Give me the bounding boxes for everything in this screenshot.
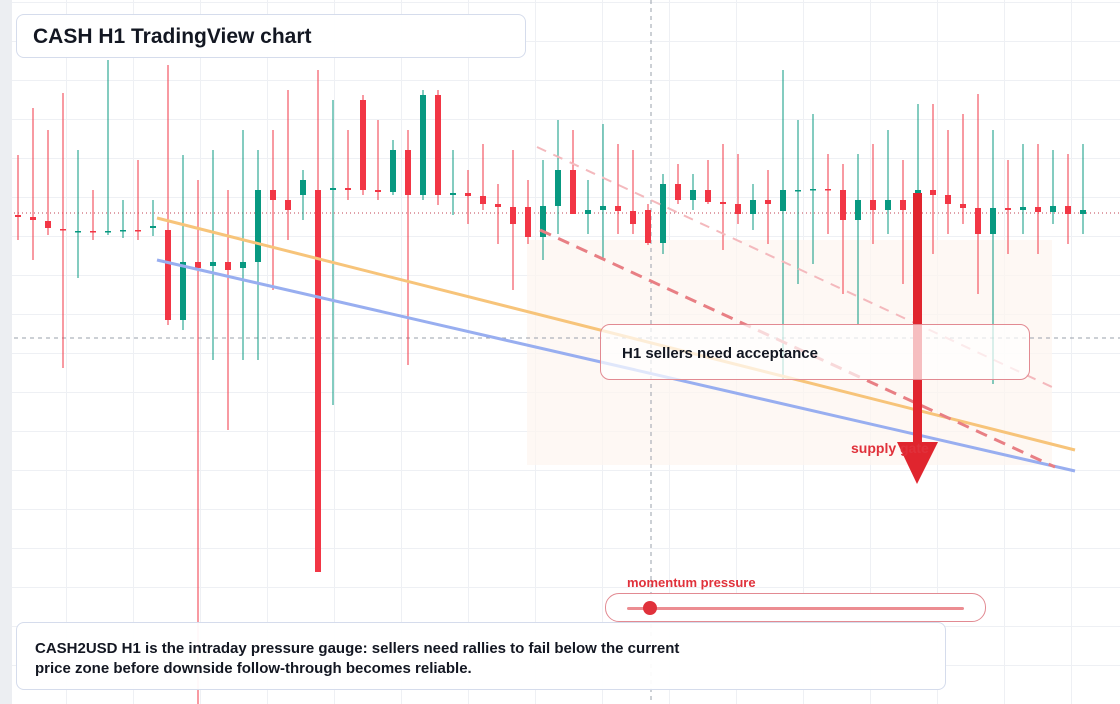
arrow-shaft — [913, 193, 922, 443]
chart-title: CASH H1 TradingView chart — [33, 25, 312, 48]
candle-body — [75, 231, 81, 233]
candle-body — [30, 217, 36, 220]
candle-body — [840, 190, 846, 220]
candle-body — [750, 200, 756, 214]
candle-body — [675, 184, 681, 200]
candle-body — [180, 262, 186, 320]
candle-body — [705, 190, 711, 202]
candle-body — [555, 170, 561, 206]
candle-body — [210, 262, 216, 266]
candle-body — [345, 188, 351, 190]
candle-body — [945, 195, 951, 204]
candle-body — [900, 200, 906, 210]
candle-body — [495, 204, 501, 207]
candle-body — [1020, 207, 1026, 210]
candle-body — [150, 226, 156, 228]
candle-body — [285, 200, 291, 210]
candle-body — [1080, 210, 1086, 214]
candle-body — [375, 190, 381, 192]
gauge — [605, 593, 986, 622]
candle-body — [885, 200, 891, 210]
candle-body — [1005, 208, 1011, 210]
candle-body — [390, 150, 396, 192]
candle-body — [165, 230, 171, 320]
title-panel: CASH H1 TradingView chart — [16, 14, 526, 58]
candle-body — [105, 231, 111, 233]
candle-body — [450, 193, 456, 195]
candle-body — [765, 200, 771, 204]
candle-body — [870, 200, 876, 210]
candle-body — [330, 188, 336, 190]
candle-body — [930, 190, 936, 195]
candle-body — [570, 170, 576, 214]
candle-body — [990, 208, 996, 234]
candle-body — [510, 207, 516, 224]
candle-body — [720, 202, 726, 204]
candle-body — [90, 231, 96, 233]
annotation-panel: H1 sellers need acceptance — [600, 324, 1030, 380]
candle-body — [240, 262, 246, 268]
candle-body — [645, 210, 651, 243]
candle-body — [540, 206, 546, 237]
candle-body — [855, 200, 861, 220]
arrow-head — [897, 442, 938, 484]
candle-body — [60, 229, 66, 231]
candle-body — [660, 184, 666, 243]
annotation: H1 sellers need acceptance — [622, 345, 818, 362]
candle-body — [825, 189, 831, 191]
candle-body — [975, 208, 981, 234]
candle-body — [690, 190, 696, 200]
gauge-label: momentum pressure — [627, 575, 756, 590]
annotation: supply gate — [851, 440, 929, 456]
candle-body — [525, 207, 531, 237]
left-edge — [0, 0, 12, 704]
candle-body — [810, 189, 816, 191]
caption: CASH2USD H1 is the intraday pressure gau… — [35, 640, 680, 677]
candle-body — [135, 230, 141, 232]
candle-body — [960, 204, 966, 208]
gauge-track — [627, 607, 964, 610]
candle-body — [435, 95, 441, 195]
candle-body — [615, 206, 621, 211]
candles — [15, 60, 1086, 704]
candle-body — [480, 196, 486, 204]
candle-body — [405, 150, 411, 195]
candle-body — [360, 100, 366, 190]
gauge-knob — [643, 601, 657, 615]
candle-body — [1065, 206, 1071, 214]
candle-body — [420, 95, 426, 195]
candle-body — [735, 204, 741, 214]
candle-body — [630, 211, 636, 224]
caption-panel: CASH2USD H1 is the intraday pressure gau… — [16, 622, 946, 690]
candle-body — [300, 180, 306, 195]
candle-body — [45, 221, 51, 228]
candle-body — [15, 215, 21, 217]
candle-body — [120, 230, 126, 232]
candle-body — [270, 190, 276, 200]
candle-body — [465, 193, 471, 196]
candle-body — [255, 190, 261, 262]
candle-body — [315, 190, 321, 572]
candle-body — [195, 262, 201, 268]
candle-body — [1050, 206, 1056, 212]
candle-body — [585, 210, 591, 214]
candle-body — [1035, 207, 1041, 212]
candle-body — [225, 262, 231, 270]
candle-body — [600, 206, 606, 210]
candle-body — [780, 190, 786, 211]
candle-body — [795, 190, 801, 192]
